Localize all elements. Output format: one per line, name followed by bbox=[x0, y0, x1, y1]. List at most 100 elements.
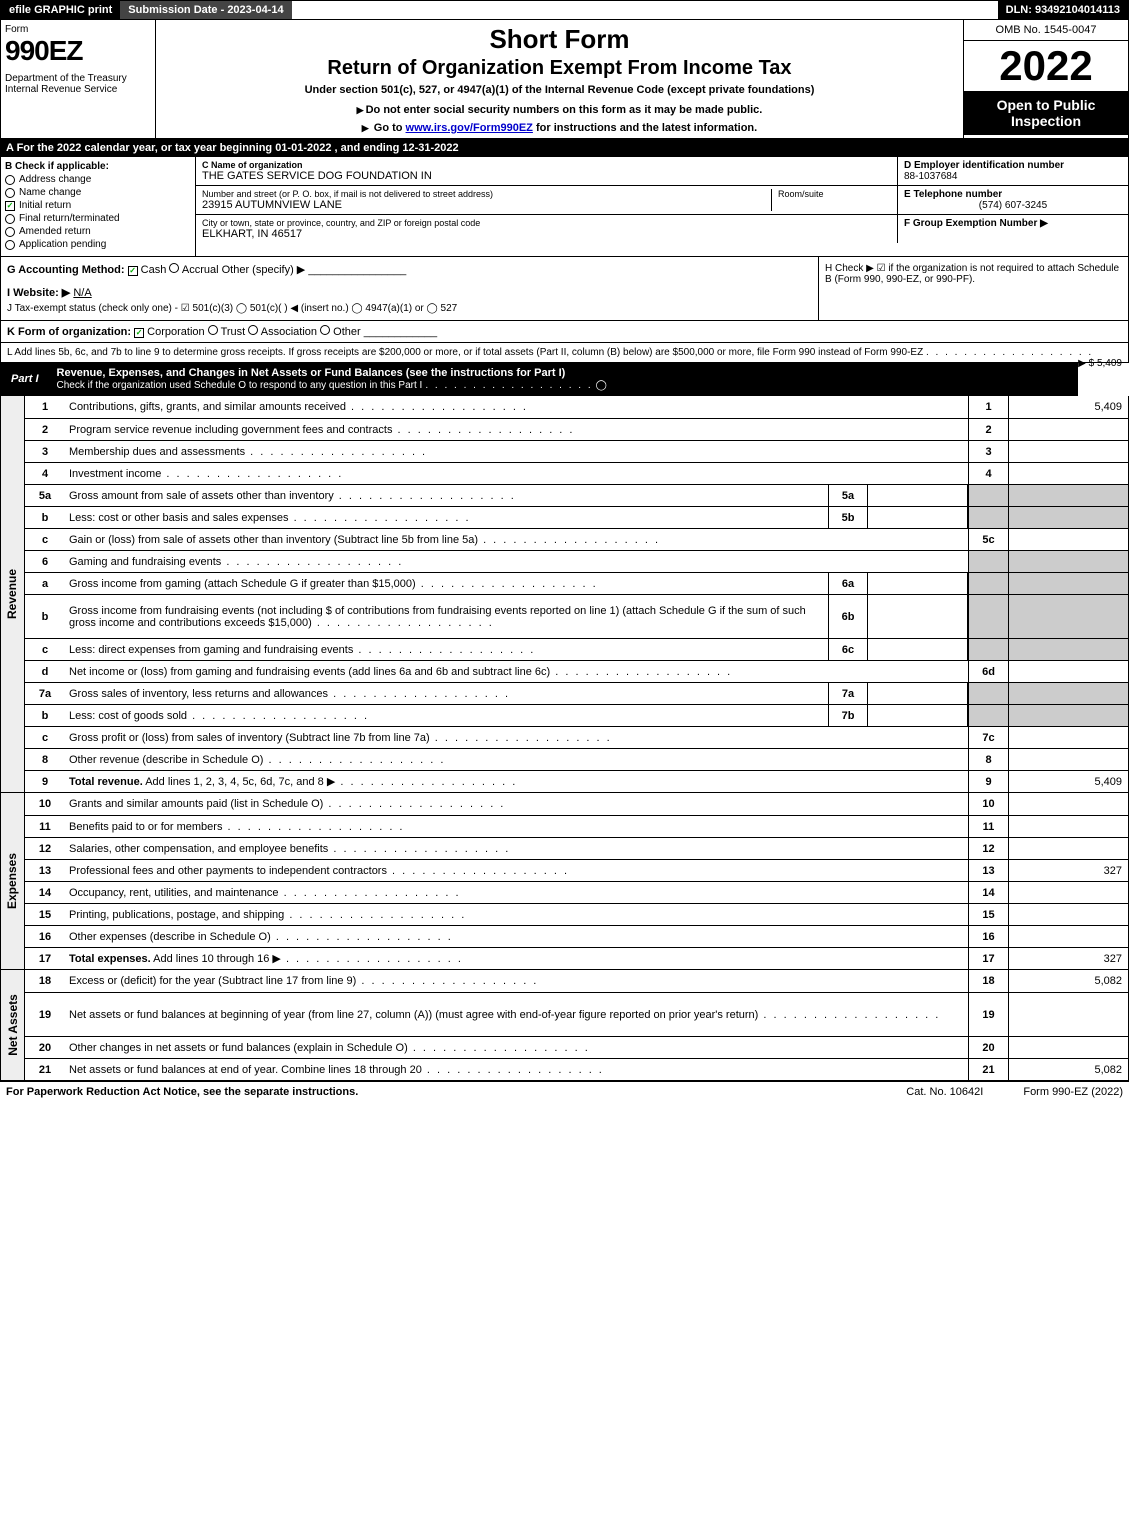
line-number: 4 bbox=[25, 468, 65, 480]
checkbox[interactable] bbox=[5, 188, 15, 198]
expenses-side-label: Expenses bbox=[1, 793, 25, 969]
line-number: 15 bbox=[25, 909, 65, 921]
line-desc: Contributions, gifts, grants, and simila… bbox=[65, 401, 968, 413]
form-line: 13Professional fees and other payments t… bbox=[25, 859, 1128, 881]
col-c: C Name of organization THE GATES SERVICE… bbox=[196, 157, 898, 243]
check-row: Application pending bbox=[5, 239, 191, 250]
header-left: Form 990EZ Department of the Treasury In… bbox=[1, 20, 156, 138]
checkbox[interactable] bbox=[5, 175, 15, 185]
checkbox[interactable] bbox=[5, 227, 15, 237]
l-val: ▶ $ 5,409 bbox=[1078, 358, 1122, 369]
right-line-number: 13 bbox=[968, 860, 1008, 881]
form-line: cGross profit or (loss) from sales of in… bbox=[25, 726, 1128, 748]
right-line-number bbox=[968, 507, 1008, 528]
form-line: bLess: cost or other basis and sales exp… bbox=[25, 506, 1128, 528]
right-line-number bbox=[968, 573, 1008, 594]
right-line-number bbox=[968, 683, 1008, 704]
line-desc: Benefits paid to or for members bbox=[65, 821, 968, 833]
form-line: bLess: cost of goods sold7b bbox=[25, 704, 1128, 726]
right-line-value bbox=[1008, 749, 1128, 770]
accrual-check[interactable] bbox=[169, 263, 179, 273]
ein: 88-1037684 bbox=[904, 171, 957, 182]
website-val: N/A bbox=[73, 287, 91, 299]
dept-treasury: Department of the Treasury Internal Reve… bbox=[5, 73, 151, 95]
right-line-value bbox=[1008, 463, 1128, 484]
line-desc: Printing, publications, postage, and shi… bbox=[65, 909, 968, 921]
line-number: 3 bbox=[25, 446, 65, 458]
check-row: ✓ Initial return bbox=[5, 200, 191, 211]
form-line: dNet income or (loss) from gaming and fu… bbox=[25, 660, 1128, 682]
checkbox[interactable]: ✓ bbox=[5, 201, 15, 211]
form-word: Form bbox=[5, 24, 151, 35]
form-line: 1Contributions, gifts, grants, and simil… bbox=[25, 396, 1128, 418]
right-line-number bbox=[968, 485, 1008, 506]
cash-label: Cash bbox=[141, 264, 167, 276]
line-number: 17 bbox=[25, 953, 65, 965]
sub-line-number: 7b bbox=[828, 705, 868, 726]
line-number: 12 bbox=[25, 843, 65, 855]
form-line: 14Occupancy, rent, utilities, and mainte… bbox=[25, 881, 1128, 903]
form-line: 5aGross amount from sale of assets other… bbox=[25, 484, 1128, 506]
footer-mid: Cat. No. 10642I bbox=[906, 1086, 983, 1098]
go-to-prefix: Go to bbox=[374, 122, 406, 134]
trust-check[interactable] bbox=[208, 325, 218, 335]
right-line-value bbox=[1008, 727, 1128, 748]
line-desc: Gross amount from sale of assets other t… bbox=[65, 490, 828, 502]
right-line-number: 8 bbox=[968, 749, 1008, 770]
checkbox[interactable] bbox=[5, 214, 15, 224]
line-desc: Less: direct expenses from gaming and fu… bbox=[65, 644, 828, 656]
net-assets-section: Net Assets 18Excess or (deficit) for the… bbox=[0, 970, 1129, 1081]
checkbox[interactable] bbox=[5, 240, 15, 250]
right-line-number bbox=[968, 551, 1008, 572]
form-line: 15Printing, publications, postage, and s… bbox=[25, 903, 1128, 925]
assoc-check[interactable] bbox=[248, 325, 258, 335]
irs-link[interactable]: www.irs.gov/Form990EZ bbox=[406, 122, 533, 134]
line-number: 6 bbox=[25, 556, 65, 568]
col-cde: C Name of organization THE GATES SERVICE… bbox=[196, 157, 1128, 256]
line-desc: Excess or (deficit) for the year (Subtra… bbox=[65, 975, 968, 987]
form-line: cGain or (loss) from sale of assets othe… bbox=[25, 528, 1128, 550]
sub-line-value bbox=[868, 595, 968, 638]
sub-line-number: 6a bbox=[828, 573, 868, 594]
other-check[interactable] bbox=[320, 325, 330, 335]
omb-number: OMB No. 1545-0047 bbox=[964, 20, 1128, 41]
line-desc: Total revenue. Add lines 1, 2, 3, 4, 5c,… bbox=[65, 775, 968, 788]
right-line-value bbox=[1008, 595, 1128, 638]
l-text: L Add lines 5b, 6c, and 7b to line 9 to … bbox=[7, 347, 923, 358]
line-desc: Gaming and fundraising events bbox=[65, 556, 968, 568]
right-line-number: 3 bbox=[968, 441, 1008, 462]
f-label: F Group Exemption Number ▶ bbox=[904, 218, 1048, 229]
form-line: 20Other changes in net assets or fund ba… bbox=[25, 1036, 1128, 1058]
corp-check[interactable]: ✓ bbox=[134, 328, 144, 338]
line-desc: Salaries, other compensation, and employ… bbox=[65, 843, 968, 855]
form-header: Form 990EZ Department of the Treasury In… bbox=[0, 20, 1129, 139]
check-label: Name change bbox=[19, 187, 81, 198]
c-addr-label: Number and street (or P. O. box, if mail… bbox=[202, 189, 771, 199]
part-1-sub-check: ◯ bbox=[596, 380, 607, 391]
short-form-title: Short Form bbox=[166, 24, 953, 55]
under-section: Under section 501(c), 527, or 4947(a)(1)… bbox=[166, 84, 953, 96]
right-line-value: 327 bbox=[1008, 948, 1128, 969]
k-other-label: Other bbox=[333, 326, 361, 338]
right-line-value bbox=[1008, 838, 1128, 859]
right-line-number: 7c bbox=[968, 727, 1008, 748]
form-line: 19Net assets or fund balances at beginni… bbox=[25, 992, 1128, 1036]
line-desc: Occupancy, rent, utilities, and maintena… bbox=[65, 887, 968, 899]
right-line-number: 16 bbox=[968, 926, 1008, 947]
line-desc: Professional fees and other payments to … bbox=[65, 865, 968, 877]
line-number: 16 bbox=[25, 931, 65, 943]
efile-label[interactable]: efile GRAPHIC print bbox=[1, 1, 120, 19]
right-line-value bbox=[1008, 816, 1128, 837]
cash-check[interactable]: ✓ bbox=[128, 266, 138, 276]
line-desc: Program service revenue including govern… bbox=[65, 424, 968, 436]
line-desc: Gross profit or (loss) from sales of inv… bbox=[65, 732, 968, 744]
form-line: 21Net assets or fund balances at end of … bbox=[25, 1058, 1128, 1080]
check-label: Initial return bbox=[19, 200, 71, 211]
part-1-label: Part I bbox=[1, 369, 49, 389]
right-line-value bbox=[1008, 705, 1128, 726]
col-de: D Employer identification number 88-1037… bbox=[898, 157, 1128, 243]
col-h: H Check ▶ ☑ if the organization is not r… bbox=[818, 257, 1128, 320]
g-label: G Accounting Method: bbox=[7, 264, 125, 276]
row-j: J Tax-exempt status (check only one) - ☑… bbox=[7, 303, 812, 314]
d-label: D Employer identification number bbox=[904, 160, 1064, 171]
